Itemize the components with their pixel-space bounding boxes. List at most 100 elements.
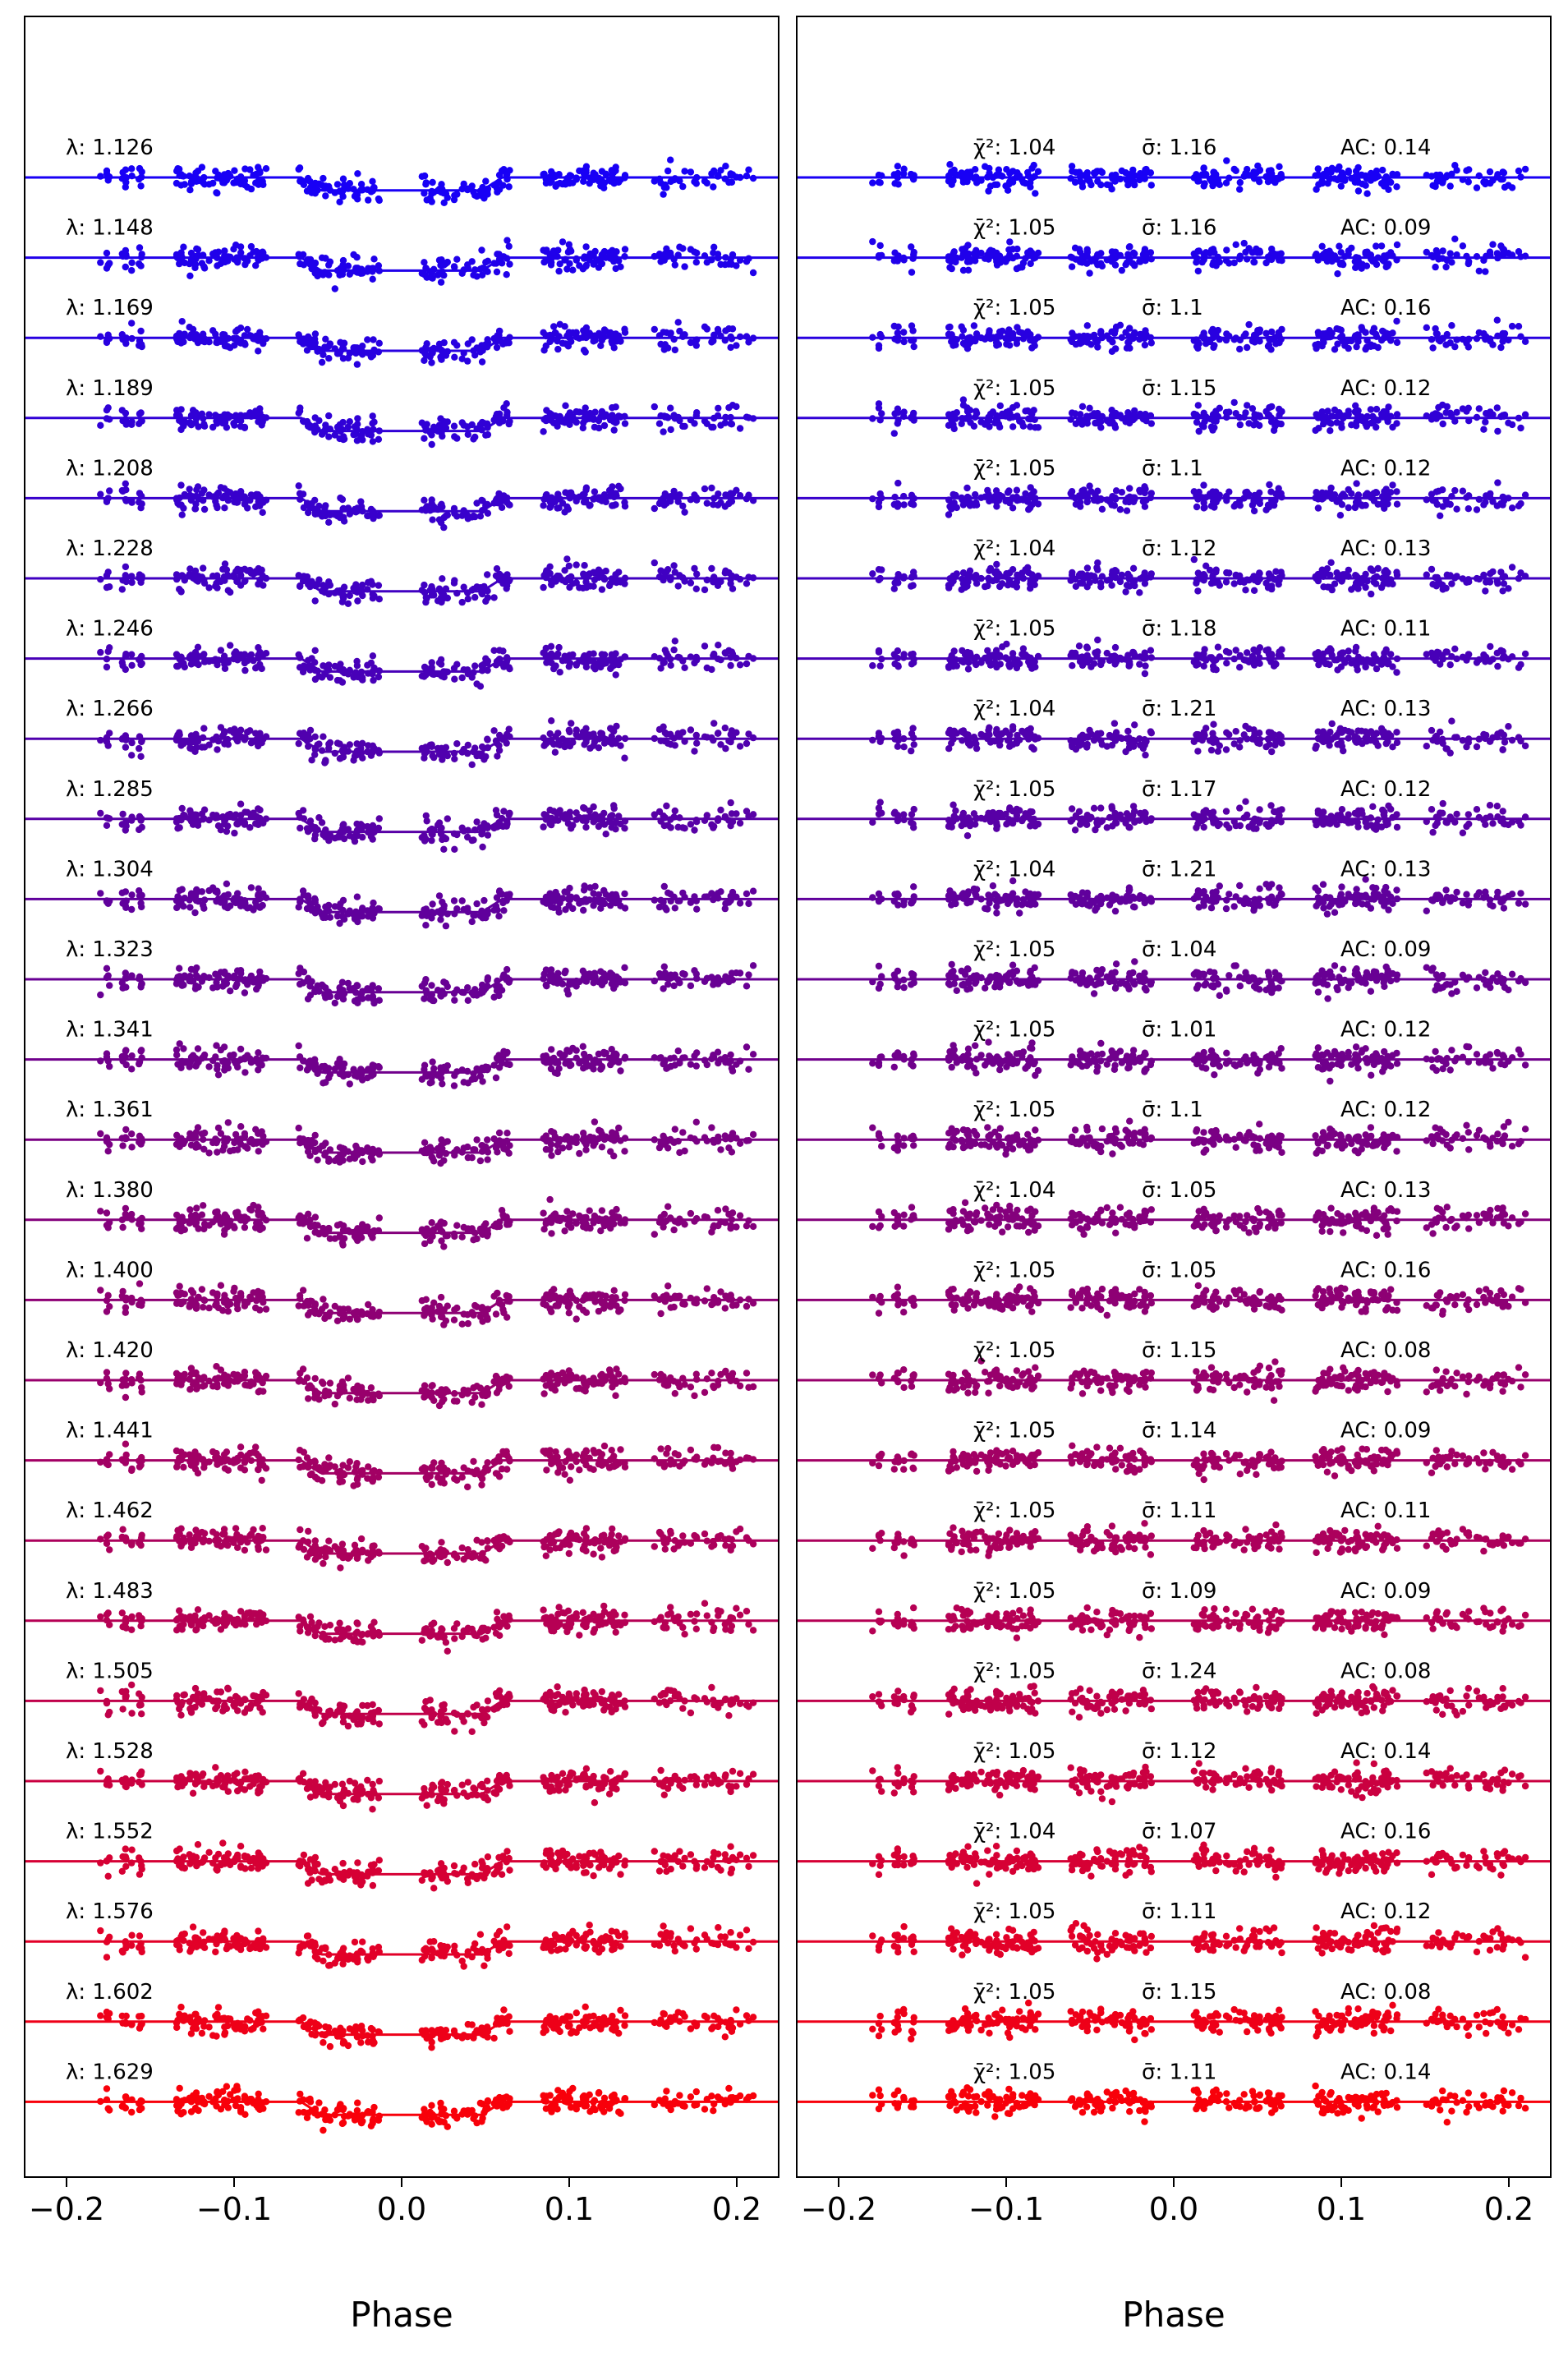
data-point [743,1222,751,1230]
data-point [255,885,262,892]
data-point [554,1148,562,1156]
data-point [359,833,366,841]
data-point [555,267,563,275]
data-point [582,1224,591,1232]
data-point [471,593,479,601]
data-point [339,1315,347,1323]
data-point [194,483,202,490]
data-point [710,183,717,191]
data-point [460,583,467,591]
data-point [186,324,193,331]
data-point [181,330,188,338]
data-point [722,163,729,170]
data-point [590,582,597,590]
data-point [651,325,658,334]
data-point [247,739,255,747]
data-point [572,579,580,587]
data-point [556,260,563,268]
data-point [137,578,145,587]
data-point [540,823,547,831]
data-point [187,1212,195,1220]
data-point [621,754,628,762]
data-point [247,569,255,577]
data-point [660,659,668,666]
data-point [357,434,365,441]
data-point [303,1235,311,1242]
data-point [369,1157,376,1164]
data-point [244,905,251,912]
data-point [548,168,555,176]
data-point [590,650,597,657]
data-point [548,821,555,829]
data-point [172,651,181,658]
data-point [214,504,221,512]
data-point [540,171,547,178]
data-point [337,755,344,762]
data-point [237,249,245,256]
data-point [439,1398,446,1406]
data-point [671,807,678,815]
data-point [346,270,353,278]
data-point [470,836,477,844]
data-point [671,742,678,749]
data-point [476,1157,485,1165]
data-point [546,1195,554,1204]
data-point [657,665,664,672]
data-point [136,342,143,349]
data-point [178,1290,186,1297]
data-point [308,655,315,662]
data-point [504,1130,511,1137]
data-point [336,198,343,205]
data-point [422,836,430,843]
data-point [437,261,444,269]
data-point [580,906,587,914]
data-point [357,1396,365,1403]
data-point [428,440,435,449]
data-point [692,259,700,266]
data-point [710,501,717,509]
data-point [318,1379,326,1386]
data-point [359,739,366,747]
data-point [505,1221,513,1228]
data-point [444,511,451,519]
data-point [344,1374,352,1382]
data-point [357,821,365,828]
data-point [437,415,444,422]
data-point [505,1061,513,1068]
data-point [244,1144,251,1152]
data-point [192,169,200,177]
data-point [504,408,511,416]
data-point [337,900,344,908]
data-point [691,826,698,834]
data-point [311,330,320,338]
data-point [423,274,430,281]
data-point [333,739,342,747]
data-point [437,596,444,603]
data-point [555,909,563,916]
data-point [691,1392,698,1400]
data-point [621,905,629,912]
data-point [299,807,307,814]
data-point [247,884,255,891]
data-point [231,1284,238,1292]
data-point [612,1392,619,1400]
data-point [97,890,104,897]
data-point [122,1061,130,1069]
data-point [565,1310,572,1317]
data-point [136,164,144,173]
data-point [359,1158,366,1166]
data-point [621,825,628,832]
data-point [97,490,104,498]
data-point [331,1302,338,1310]
data-point [621,964,628,972]
data-point [180,811,187,819]
data-point [214,1208,221,1216]
data-point [453,191,461,198]
data-point [227,1147,234,1155]
data-point [572,1315,580,1323]
data-point [295,331,302,338]
data-point [172,179,181,187]
data-point [590,971,597,978]
data-point [122,1304,130,1311]
data-point [579,424,586,432]
